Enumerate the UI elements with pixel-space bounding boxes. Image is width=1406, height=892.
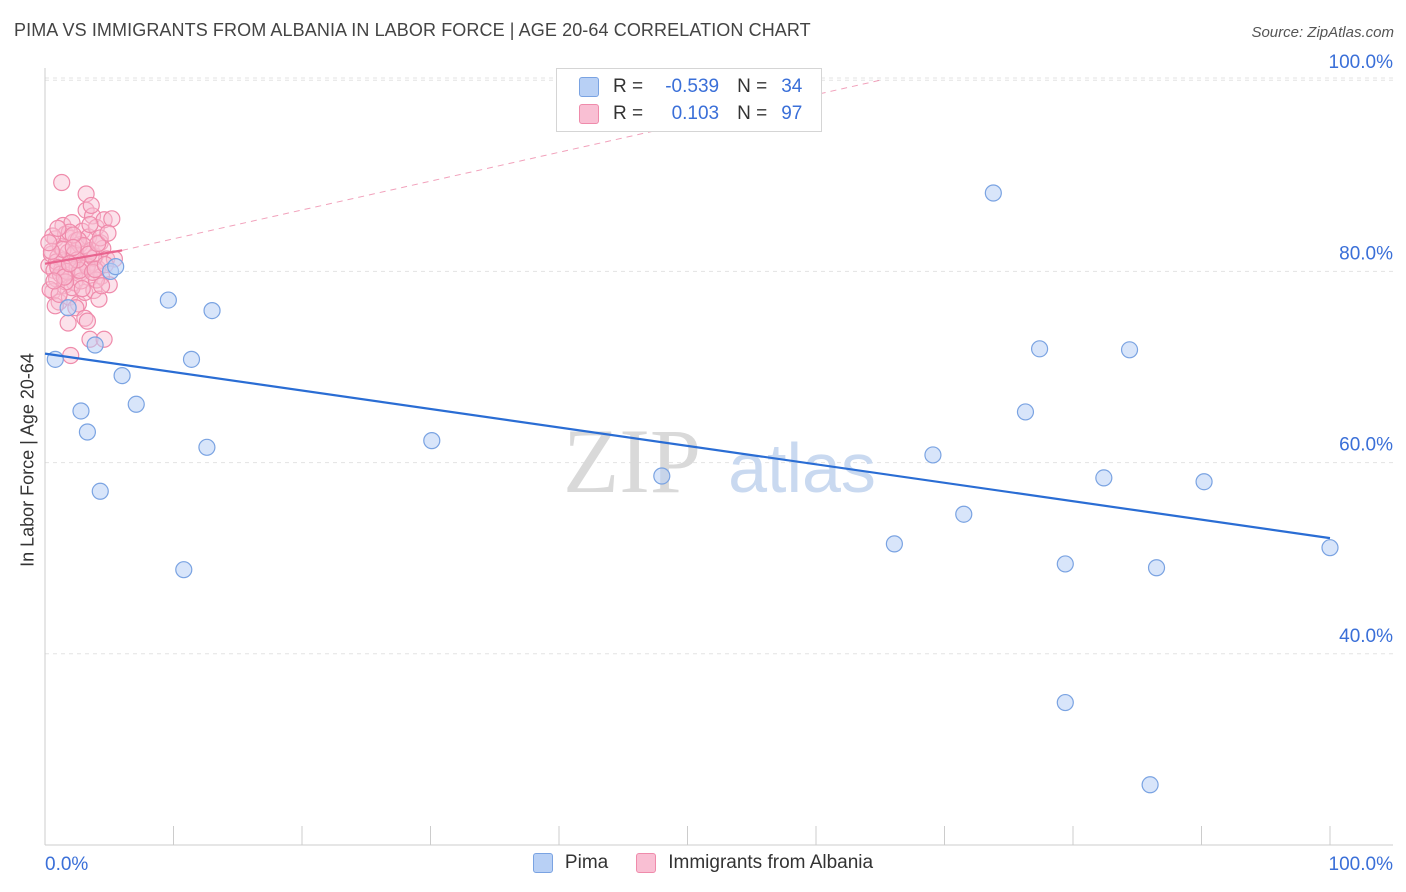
y-axis-label: In Labor Force | Age 20-64 [17,353,38,567]
pima-swatch [532,853,553,873]
albania-point [103,210,121,228]
pima-point [1016,403,1035,421]
albania-point [64,226,82,244]
albania-point [73,280,91,298]
albania-point [41,280,59,299]
r-value: 0.103 [671,103,720,124]
y-tick-label: 60.0% [1339,435,1393,456]
y-tick-labels: 40.0% 60.0% 80.0% 100.0% [1329,52,1394,647]
pima-point [984,184,1002,202]
chart-title: PIMA VS IMMIGRANTS FROM ALBANIA IN LABOR… [14,20,811,40]
pima-point [885,535,903,553]
pima-point [1056,555,1074,573]
y-tick-label: 100.0% [1329,52,1394,73]
r-label: R = [613,76,644,97]
albania-point [76,309,94,327]
pima-point [198,438,216,456]
series-legend: Pima Immigrants from Albania [0,852,1406,874]
albania-trend-extension [121,79,881,251]
albania-point [40,234,58,252]
grid-lines [45,77,1393,655]
albania-point [53,173,71,192]
correlation-legend: R = -0.539 N = 34 R = 0.103 N = 97 [556,68,822,132]
pima-point [159,291,177,309]
pima-point [955,505,973,523]
pima-point [924,446,942,464]
pima-point [1147,559,1166,577]
watermark: ZIP atlas [563,410,876,512]
albania-point [89,235,107,253]
albania-trend-line [44,249,123,265]
x-tick-label: 100.0% [1329,854,1394,875]
legend-item-albania[interactable]: Immigrants from Albania [636,852,873,874]
pima-point [1030,340,1049,358]
x-tick-labels: 0.0% 100.0% [45,854,1393,875]
albania-point [99,224,117,242]
albania-point [92,277,111,295]
albania-point [59,314,77,332]
albania-point [81,215,99,234]
pima-point [1120,341,1139,359]
x-tick-label: 0.0% [45,854,88,875]
albania-point [78,312,97,330]
pima-point [107,258,125,276]
y-tick-label: 40.0% [1339,626,1393,647]
legend-row-pima: R = -0.539 N = 34 [579,75,802,99]
albania-swatch [579,104,599,124]
source-label: Source: ZipAtlas.com [1251,24,1394,41]
legend-row-albania: R = 0.103 N = 97 [579,102,802,126]
pima-point [653,467,671,485]
pima-point [127,395,145,413]
pima-point [1095,469,1113,487]
pima-point [1056,693,1074,712]
n-value: 34 [781,76,803,97]
albania-point [90,290,108,308]
trend-lines [44,249,1331,540]
pima-point [1195,473,1213,491]
n-label: N = [737,76,768,97]
r-label: R = [613,103,644,124]
pima-point [423,432,441,450]
y-tick-label: 80.0% [1339,243,1393,264]
pima-point [182,350,201,368]
albania-point [82,196,100,215]
pima-point [59,299,77,317]
albania-point [49,219,67,237]
legend-label-albania: Immigrants from Albania [668,852,874,873]
pima-point [1321,539,1339,557]
pima-trend-line [44,352,1331,540]
r-value: -0.539 [665,76,720,97]
pima-point [78,423,97,441]
pima-point [203,301,221,320]
axes [44,68,1393,846]
pima-point [86,336,104,354]
legend-item-pima[interactable]: Pima [532,852,609,874]
legend-label-pima: Pima [564,852,609,873]
albania-trend-dashed [121,79,881,251]
albania-point [45,272,63,290]
albania-point [83,263,102,281]
watermark-atlas: atlas [728,429,876,507]
pima-point [1141,776,1159,794]
n-label: N = [737,103,768,124]
pima-point [113,367,131,385]
albania-point [64,238,82,257]
pima-swatch [579,77,599,97]
watermark-zip: ZIP [563,410,701,512]
n-value: 97 [781,103,803,124]
pima-point [175,561,193,579]
albania-point [74,236,93,255]
pima-point [72,402,90,420]
albania-swatch [636,853,657,873]
pima-point [91,482,109,500]
